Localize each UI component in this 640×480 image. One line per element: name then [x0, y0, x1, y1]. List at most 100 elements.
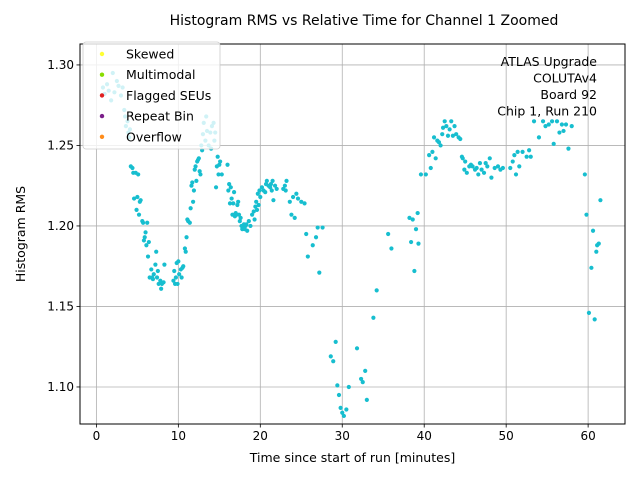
- data-point: [302, 201, 307, 206]
- data-point: [454, 132, 459, 137]
- data-point: [470, 164, 475, 169]
- data-point: [416, 241, 421, 246]
- data-point: [427, 153, 432, 158]
- data-point: [423, 172, 428, 177]
- data-point: [176, 259, 181, 264]
- data-point: [338, 405, 343, 410]
- data-point: [389, 246, 394, 251]
- data-point: [135, 194, 140, 200]
- data-point: [270, 178, 275, 183]
- data-point: [156, 281, 161, 287]
- data-point: [590, 228, 596, 233]
- x-tick-label: 60: [580, 429, 595, 443]
- data-point: [146, 239, 151, 245]
- data-point: [554, 119, 560, 124]
- data-point: [344, 407, 349, 412]
- data-point: [415, 210, 420, 216]
- y-tick-label: 1.30: [47, 58, 74, 72]
- data-point: [145, 220, 150, 225]
- data-point: [264, 178, 269, 183]
- data-point: [229, 196, 234, 201]
- data-point: [149, 267, 154, 272]
- data-point: [144, 243, 149, 248]
- data-point: [183, 249, 188, 254]
- data-point: [187, 220, 192, 225]
- data-point: [563, 122, 569, 127]
- data-point: [492, 165, 497, 171]
- data-point: [341, 413, 346, 419]
- x-tick-label: 50: [499, 429, 514, 443]
- data-point: [371, 315, 376, 320]
- data-point: [295, 196, 301, 201]
- data-point: [328, 354, 333, 359]
- data-point: [235, 202, 240, 208]
- data-point: [520, 149, 525, 154]
- data-point: [228, 185, 233, 190]
- data-point: [418, 172, 424, 177]
- data-point: [246, 219, 251, 224]
- data-point: [177, 272, 182, 277]
- data-point: [460, 156, 465, 161]
- data-point: [433, 156, 438, 161]
- data-point: [142, 235, 147, 240]
- data-point: [540, 119, 546, 124]
- data-point: [181, 264, 186, 269]
- plot-frame: [79, 43, 626, 425]
- data-point: [589, 265, 594, 270]
- data-point: [594, 249, 599, 254]
- data-point: [193, 164, 198, 169]
- legend-marker: [99, 51, 105, 57]
- data-point: [462, 167, 467, 172]
- data-point: [444, 124, 449, 129]
- data-point: [145, 254, 151, 259]
- data-point: [407, 215, 412, 220]
- data-point: [245, 228, 250, 233]
- data-point: [190, 199, 196, 204]
- data-point: [171, 278, 176, 283]
- data-point: [231, 190, 237, 195]
- data-point: [227, 181, 232, 187]
- data-point: [412, 268, 417, 274]
- data-point: [524, 154, 529, 159]
- data-point: [238, 215, 243, 220]
- data-point: [287, 199, 292, 204]
- grid-lines: [80, 44, 625, 424]
- data-point: [592, 317, 597, 322]
- data-point: [248, 223, 253, 229]
- data-point: [162, 262, 167, 267]
- data-point: [543, 124, 548, 129]
- data-point: [284, 178, 289, 183]
- data-point: [256, 202, 261, 208]
- data-point: [317, 270, 322, 275]
- data-point: [175, 281, 180, 287]
- data-point: [218, 159, 223, 164]
- data-point: [192, 167, 197, 172]
- data-point: [258, 194, 263, 200]
- axis-ticks: 0 10 20 30 40 50 60 1.10 1.15 1.20 1.25 1.30: [47, 58, 595, 443]
- y-axis-label: Histogram RMS: [13, 186, 28, 282]
- data-point: [143, 230, 148, 235]
- data-point: [269, 188, 274, 193]
- data-point: [173, 275, 178, 280]
- legend-label: Skewed: [126, 47, 174, 62]
- data-point: [184, 235, 189, 240]
- data-point: [299, 199, 304, 204]
- data-point: [151, 272, 156, 277]
- data-point: [131, 196, 137, 201]
- data-point: [188, 206, 193, 211]
- data-point: [336, 392, 342, 398]
- data-point: [582, 172, 587, 177]
- y-tick-label: 1.15: [47, 299, 74, 313]
- data-point: [282, 183, 287, 188]
- data-point: [141, 238, 147, 243]
- data-point: [536, 135, 542, 140]
- data-point: [364, 397, 369, 402]
- legend-label: Overflow: [126, 129, 182, 144]
- data-point: [483, 161, 488, 166]
- data-point: [495, 164, 501, 169]
- x-tick-label: 40: [417, 429, 432, 443]
- data-point: [254, 199, 259, 204]
- x-tick-label: 20: [253, 429, 268, 443]
- legend: Skewed Multimodal Flagged SEUs Repeat Bin Ov…: [82, 41, 221, 150]
